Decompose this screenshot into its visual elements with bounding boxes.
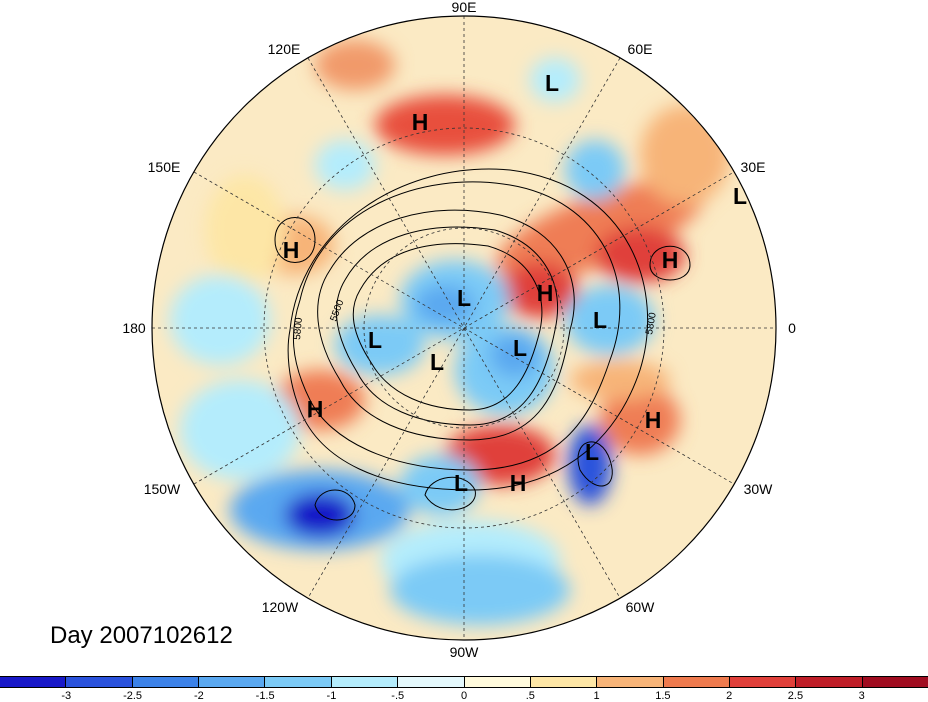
colorbar-label: 2 <box>726 690 733 702</box>
colorbar-label: 3 <box>858 690 865 702</box>
colorbar-segment <box>530 677 598 687</box>
colorbar-label: .5 <box>525 690 535 702</box>
lon-label: 120E <box>268 41 301 57</box>
colorbar-label: -3 <box>61 690 72 702</box>
colorbar <box>0 676 928 688</box>
lon-label: 60W <box>626 599 656 615</box>
lon-label: 180 <box>122 320 146 336</box>
colorbar-segment <box>0 677 67 687</box>
lon-label: 150W <box>144 481 181 497</box>
colorbar-segment <box>265 677 332 687</box>
high-center: H <box>283 237 300 263</box>
colorbar-segment <box>663 677 730 687</box>
colorbar-label: -2 <box>193 690 204 702</box>
map-title: Day 2007102612 <box>50 622 233 649</box>
colorbar-label: -1 <box>326 690 337 702</box>
colorbar-label: 2.5 <box>787 690 804 702</box>
contour-label: 5800 <box>292 317 305 341</box>
high-center: H <box>307 396 324 422</box>
map-boundary <box>151 15 777 641</box>
colorbar-segment <box>66 677 133 687</box>
low-center: L <box>430 349 444 375</box>
pressure-centers: L H L H H L H L L L L H H L H L <box>283 70 747 496</box>
lon-label: 30E <box>741 159 766 175</box>
colorbar-segment <box>597 677 664 687</box>
lon-label: 150E <box>148 159 181 175</box>
low-center: L <box>593 307 607 333</box>
high-center: H <box>510 470 527 496</box>
low-center: L <box>545 70 559 96</box>
lon-label: 120W <box>262 599 299 615</box>
lon-label: 60E <box>628 41 653 57</box>
lon-label: 0 <box>788 320 796 336</box>
colorbar-segment <box>464 677 531 687</box>
low-center: L <box>368 327 382 353</box>
colorbar-label: 1 <box>593 690 600 702</box>
lon-label: 30W <box>744 481 774 497</box>
colorbar-segment <box>199 677 266 687</box>
low-center: L <box>454 470 468 496</box>
lon-label: 90W <box>450 644 480 660</box>
low-center: L <box>457 285 471 311</box>
lon-label: 90E <box>452 0 477 15</box>
anomaly-field <box>152 16 776 640</box>
colorbar-label: -1.5 <box>255 690 275 702</box>
colorbar-label: 0 <box>460 690 468 702</box>
high-center: H <box>412 109 429 135</box>
high-center: H <box>645 407 662 433</box>
height-contours <box>274 168 691 521</box>
low-center: L <box>585 439 599 465</box>
low-center: L <box>733 183 747 209</box>
longitude-labels: 90E 60E 30E 0 30W 60W 90W 120W 150W 180 … <box>122 0 796 660</box>
colorbar-segment <box>862 677 928 687</box>
contour-label: 5800 <box>644 311 659 335</box>
colorbar-segment <box>729 677 797 687</box>
colorbar-label: -2.5 <box>123 690 143 702</box>
colorbar-segment <box>796 677 863 687</box>
graticule <box>152 16 776 640</box>
high-center: H <box>537 280 554 306</box>
high-center: H <box>662 247 679 273</box>
colorbar-label: 1.5 <box>655 690 671 702</box>
colorbar-label: -.5 <box>391 690 405 702</box>
colorbar-segment <box>331 677 399 687</box>
colorbar-segment <box>132 677 200 687</box>
low-center: L <box>513 335 527 361</box>
colorbar-segment <box>398 677 465 687</box>
